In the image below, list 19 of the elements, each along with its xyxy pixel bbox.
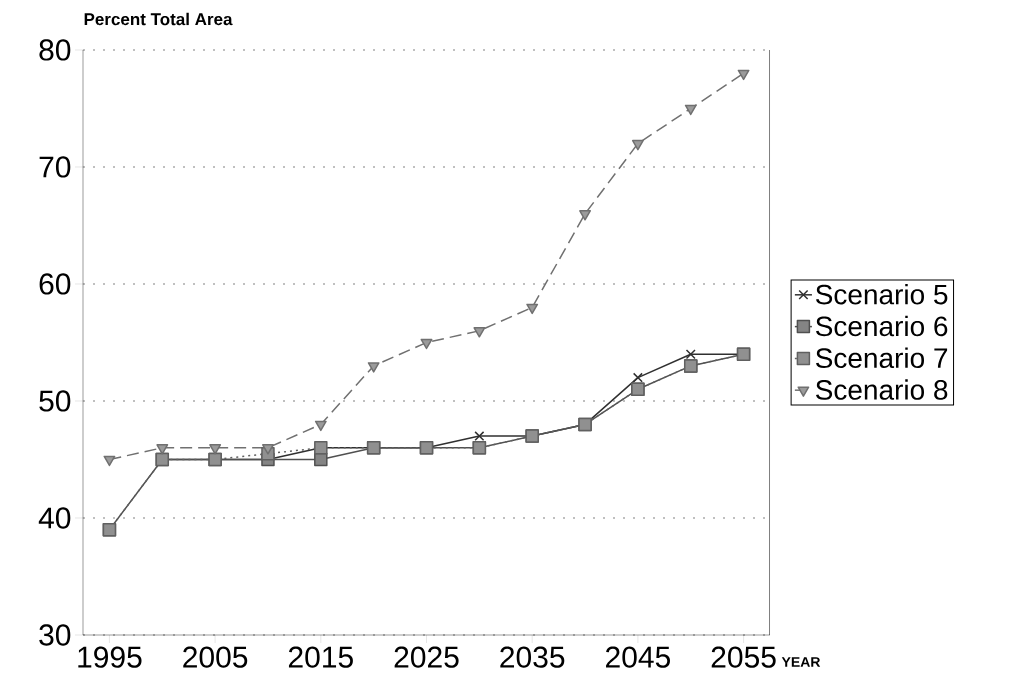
legend-label: Scenario 5	[815, 283, 948, 305]
y-tick-label: 50	[39, 390, 71, 412]
legend-label: Scenario 7	[815, 347, 948, 369]
y-tick-label: 30	[39, 624, 71, 646]
y-tick-label: 60	[39, 273, 71, 295]
x-tick-label: 1995	[78, 646, 142, 668]
x-tick-label: 2005	[183, 646, 248, 668]
x-tick-label: 2025	[394, 646, 459, 668]
x-tick-label: 2055	[711, 646, 776, 668]
y-tick-label: 40	[38, 507, 71, 529]
legend-label: Scenario 8	[815, 379, 948, 400]
y-axis-title: Percent Total Area	[84, 12, 233, 26]
x-tick-label: 2035	[500, 646, 565, 668]
y-tick-label: 70	[39, 156, 71, 178]
x-axis-title: YEAR	[781, 657, 821, 667]
x-tick-label: 2045	[606, 646, 670, 668]
legend-label: Scenario 6	[815, 315, 948, 337]
y-tick-label: 80	[39, 39, 71, 61]
x-tick-label: 2015	[288, 646, 353, 668]
